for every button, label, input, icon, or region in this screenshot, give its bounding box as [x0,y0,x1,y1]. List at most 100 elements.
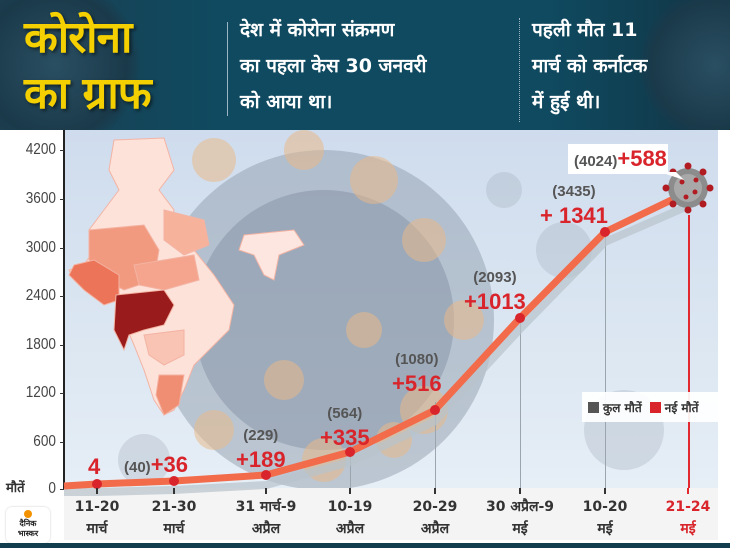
new-deaths-value: +335 [320,425,370,450]
x-tick [265,488,267,494]
annotation: (229) +189 [236,424,286,472]
y-tick-label: 0 [48,480,56,497]
x-tick-label: 30 अप्रैल-9 मई [475,496,565,540]
x-tick-label: 31 मार्च-9 अप्रैल [221,496,311,540]
y-tick [60,248,64,249]
x-label-line2: अप्रैल [335,521,365,537]
y-tick-label: 3000 [25,239,56,256]
title-line-1: कोरोना [24,12,132,63]
x-tick-label: 10-20 मई [560,496,650,540]
total-deaths-value: (229) [243,427,279,444]
annotation: (564) +335 [320,402,370,450]
new-deaths-value: 4 [88,454,101,479]
x-tick [604,488,606,494]
annotation: 4 [88,454,100,480]
y-tick [60,150,64,151]
x-label-line1: 20-29 [412,499,458,515]
header-divider [227,22,228,116]
x-tick [96,488,98,494]
dainik-bhaskar-logo: दैनिक भास्कर [6,507,50,543]
x-tick-label: 11-20 मार्च [52,496,142,540]
x-label-line1: 11-20 [74,499,120,515]
latest-callout-box [568,144,668,174]
fact-first-death: पहली मौत 11 मार्च को कर्नाटक में हुई थी। [532,12,730,120]
y-tick-label: 1800 [25,336,56,353]
y-tick [60,199,64,200]
guide-line [435,402,436,488]
y-tick-label: 600 [33,433,56,450]
background-illustration [68,130,664,488]
x-label-line2: मार्च [163,521,185,537]
y-tick-label: 3600 [25,190,56,207]
x-tick-label: 21-30 मार्च [129,496,219,540]
total-deaths-value: (40) [124,459,151,476]
fact2-line: मार्च को कर्नाटक [532,55,648,77]
x-tick-label: 20-29 अप्रैल [390,496,480,540]
y-axis-line [63,130,65,490]
x-axis-band [64,488,718,540]
fact1-line: का पहला केस 30 जनवरी [240,55,427,77]
new-deaths-value: +1013 [464,289,526,314]
x-label-line2: अप्रैल [251,521,281,537]
y-tick [60,345,64,346]
header-banner: कोरोना का ग्राफ देश में कोरोना संक्रमण क… [0,0,730,130]
new-deaths-value: + 1341 [540,203,608,228]
x-label-line2: मार्च [86,521,108,537]
bottom-bar [0,543,730,548]
total-deaths-value: (2093) [473,269,517,286]
x-label-line1: 10-19 [327,499,373,515]
total-deaths-value: (3435) [552,183,596,200]
virus-bg-left [0,0,140,130]
logo-text-line1: दैनिक [19,519,37,528]
x-label-line2: मई [680,521,696,537]
header-divider-dotted [519,18,520,122]
x-tick-label: 10-19 अप्रैल [305,496,395,540]
total-deaths-value: (4024) [574,153,618,170]
x-label-line1: 31 मार्च-9 [235,499,297,515]
x-label-line1: 21-30 [151,499,197,515]
total-deaths-value: (564) [327,405,363,422]
new-deaths-value: +588 [617,146,667,171]
legend-label-new: नई मौतें [664,400,699,415]
annotation: (1080) +516 [392,348,442,396]
x-label-line2: मई [597,521,613,537]
x-label-line1: 30 अप्रैल-9 [485,499,555,515]
legend-swatch-total [588,401,599,413]
annotation: (2093) +1013 [464,266,526,314]
y-tick [60,393,64,394]
guide-line [605,235,606,488]
fact1-line: देश में कोरोना संक्रमण [240,19,395,41]
logo-sun-icon [24,510,32,518]
x-label-line1: 10-20 [582,499,628,515]
fact-first-case: देश में कोरोना संक्रमण का पहला केस 30 जन… [240,12,520,120]
x-tick [519,488,521,494]
new-deaths-value: +36 [150,452,189,477]
x-tick [349,488,351,494]
y-tick-label: 4200 [25,141,56,158]
title-line-2: का ग्राफ [24,68,152,119]
chart-plot-area [64,130,718,488]
chart-legend: कुल मौतें नई मौतें [582,392,730,422]
highlight-guide-line [688,215,690,488]
x-tick [173,488,175,494]
y-tick [60,489,64,490]
x-label-line1: 21-24 [665,499,711,515]
annotation: (3435) + 1341 [540,180,608,228]
page-title: कोरोना का ग्राफ [24,10,152,122]
guide-line [350,445,351,488]
x-label-line2: अप्रैल [420,521,450,537]
x-label-line2: मई [512,521,528,537]
y-tick [60,442,64,443]
fact1-line: को आया था। [240,91,333,113]
logo-text-line2: भास्कर [17,529,39,538]
fact2-line: पहली मौत 11 [532,19,638,41]
guide-line [520,320,521,488]
fact2-line: में हुई थी। [532,91,601,113]
y-tick-label: 2400 [25,287,56,304]
y-axis-label: मौतें [6,481,25,496]
new-deaths-value: +516 [392,371,442,396]
y-tick [60,296,64,297]
total-deaths-value: (1080) [395,351,439,368]
new-deaths-value: +189 [236,447,286,472]
legend-label-total: कुल मौतें [603,400,642,415]
